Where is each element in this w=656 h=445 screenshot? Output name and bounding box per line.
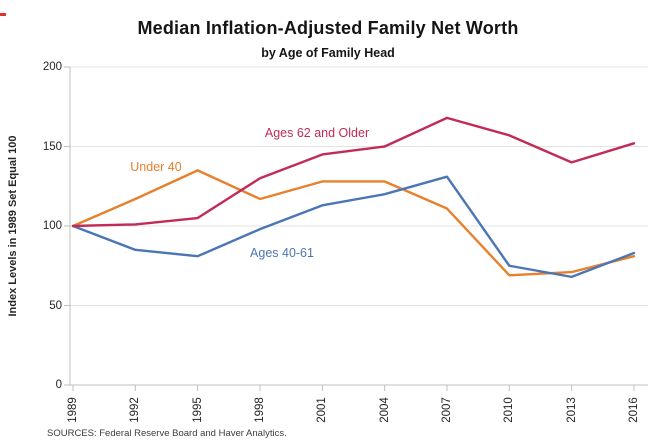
y-tick-label-100: 100 — [42, 220, 62, 232]
x-tick-label-2010: 2010 — [503, 397, 516, 423]
series-line-ages-40-61 — [71, 175, 636, 279]
series-label-ages-40-61: Ages 40-61 — [250, 246, 314, 260]
edge-artifact — [0, 13, 6, 16]
x-tick-label-2007: 2007 — [440, 397, 453, 423]
x-tick-label-2016: 2016 — [627, 397, 640, 423]
y-tick-label-200: 200 — [42, 61, 62, 73]
x-tick-label-2004: 2004 — [378, 397, 391, 423]
y-tick-label-50: 50 — [49, 299, 62, 312]
y-tick-label-150: 150 — [42, 140, 62, 153]
chart-title: Median Inflation-Adjusted Family Net Wor… — [137, 18, 519, 38]
series-line-under-40 — [71, 169, 636, 277]
x-tick-label-1992: 1992 — [129, 397, 142, 423]
x-tick-label-2013: 2013 — [565, 397, 578, 423]
x-tick-label-1998: 1998 — [253, 397, 266, 423]
x-tick-label-1995: 1995 — [191, 397, 204, 423]
source-note: SOURCES: Federal Reserve Board and Haver… — [47, 428, 287, 439]
y-tick-label-0: 0 — [55, 379, 62, 391]
series-label-under-40: Under 40 — [130, 160, 182, 174]
x-tick-label-1989: 1989 — [67, 397, 79, 423]
chart-subtitle: by Age of Family Head — [261, 46, 395, 60]
series-line-ages-62-and-older — [71, 116, 636, 228]
series-label-ages-62-and-older: Ages 62 and Older — [264, 126, 370, 140]
x-tick-label-2001: 2001 — [316, 397, 329, 423]
